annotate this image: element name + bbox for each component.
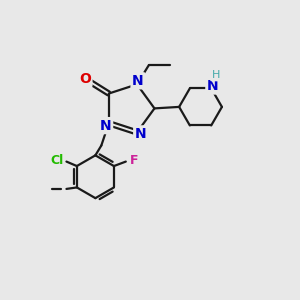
Text: N: N bbox=[132, 74, 144, 88]
Text: N: N bbox=[207, 79, 218, 93]
Text: N: N bbox=[135, 127, 146, 141]
Text: O: O bbox=[79, 72, 91, 86]
Text: N: N bbox=[100, 118, 112, 133]
Text: Cl: Cl bbox=[50, 154, 63, 167]
Text: H: H bbox=[212, 70, 220, 80]
Text: F: F bbox=[130, 154, 138, 167]
